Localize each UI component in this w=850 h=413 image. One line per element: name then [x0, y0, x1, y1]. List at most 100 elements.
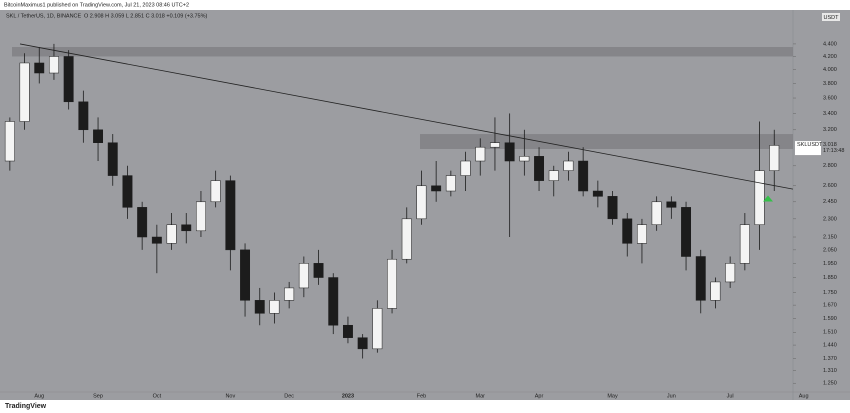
candle-body [137, 207, 148, 238]
y-tick-label: 2.050 [823, 247, 837, 253]
x-tick-label: Jun [667, 393, 676, 399]
candle-body [328, 277, 339, 326]
candle-body [195, 201, 206, 232]
y-tick-label: 1.950 [823, 261, 837, 267]
candle-body [34, 62, 45, 74]
candle-body [607, 196, 618, 220]
candle-body [739, 224, 750, 264]
x-tick-label: Nov [225, 393, 235, 399]
y-tick-label: 1.510 [823, 330, 837, 336]
plot [4, 43, 793, 359]
candle-body [210, 180, 221, 203]
symbol-label: SKLUSDT [797, 142, 823, 148]
x-tick-label: Sep [93, 393, 103, 399]
candle-body [489, 142, 500, 148]
candle-body [78, 101, 89, 131]
candle-body [475, 146, 486, 162]
candle-body [695, 256, 706, 301]
candle-body [122, 175, 133, 208]
trendline [19, 43, 793, 190]
candle-body [754, 170, 765, 226]
candle-body [769, 145, 780, 171]
chart-subtitle: SKL / TetherUS, 1D, BINANCE [6, 13, 82, 19]
candle-body [181, 224, 192, 232]
candle-body [666, 201, 677, 208]
y-tick-label: 4.000 [823, 67, 837, 73]
candle-body [725, 263, 736, 283]
candle-body [416, 185, 427, 220]
candle-body [445, 175, 456, 192]
y-tick-label: 2.150 [823, 234, 837, 240]
chart-title: BitcoinMaximus1 published on TradingView… [4, 2, 189, 8]
resistance-zone [12, 47, 793, 57]
candle-body [298, 263, 309, 289]
y-tick-label: 1.250 [823, 381, 837, 387]
candle-body [254, 300, 265, 314]
y-tick-label: 1.310 [823, 368, 837, 374]
candle-body [534, 156, 545, 181]
y-tick-label: 1.670 [823, 303, 837, 309]
candle-body [504, 142, 515, 162]
candle-body [19, 62, 30, 122]
candle-body [284, 287, 295, 301]
candle-body [460, 160, 471, 176]
candle-body [151, 236, 162, 244]
x-tick-label: 2023 [342, 393, 354, 399]
x-tick-label: Apr [535, 393, 544, 399]
candle-body [622, 218, 633, 244]
countdown-label: 17:13:48 [823, 148, 844, 154]
candle-body [240, 249, 251, 301]
candle-body [563, 160, 574, 171]
y-tick-label: 1.850 [823, 275, 837, 281]
y-tick-label: 3.600 [823, 95, 837, 101]
candle-body [313, 263, 324, 278]
signal-arrow [763, 195, 773, 202]
candle-body [431, 185, 442, 192]
candle-body [519, 156, 530, 162]
y-tick-label: 3.800 [823, 81, 837, 87]
x-tick-label: May [607, 393, 618, 399]
x-tick-label: Oct [153, 393, 162, 399]
candle-body [4, 121, 15, 162]
x-tick-label: Feb [417, 393, 426, 399]
candle-body [387, 258, 398, 309]
candle-body [548, 170, 559, 181]
y-tick-label: 1.440 [823, 343, 837, 349]
currency-label: USDT [824, 15, 840, 21]
candle-body [63, 56, 74, 103]
resistance-zone [420, 134, 793, 149]
y-tick-label: 1.370 [823, 356, 837, 362]
x-tick-label: Mar [476, 393, 486, 399]
y-tick-label: 2.450 [823, 199, 837, 205]
candle-body [636, 224, 647, 244]
candle-body [93, 129, 104, 143]
last-price-label: 3.018 [823, 142, 837, 148]
candle-body [225, 180, 236, 251]
candle-body [651, 201, 662, 226]
footer-logo: TradingView [5, 403, 47, 410]
candle-body [372, 308, 383, 350]
candle-body [357, 337, 368, 350]
x-tick-label: Jul [727, 393, 734, 399]
y-tick-label: 2.300 [823, 216, 837, 222]
candle-body [107, 142, 118, 176]
x-tick-label: Aug [34, 393, 44, 399]
candle-body [681, 207, 692, 257]
price-label-box [795, 141, 821, 156]
y-tick-label: 2.600 [823, 183, 837, 189]
candle-body [401, 218, 412, 260]
y-tick-label: 2.800 [823, 163, 837, 169]
candle-body [48, 56, 59, 74]
candle-body [578, 160, 589, 192]
y-tick-label: 4.400 [823, 41, 837, 47]
x-tick-label: Aug [799, 393, 809, 399]
y-tick-label: 1.590 [823, 316, 837, 322]
ohlc-legend: O 2.908 H 3.059 L 2.851 C 3.018 +0.109 (… [84, 13, 207, 19]
candle-body [592, 190, 603, 197]
candle-body [342, 324, 353, 338]
y-tick-label: 1.750 [823, 290, 837, 296]
candle-body [166, 224, 177, 244]
y-tick-label: 3.400 [823, 111, 837, 117]
y-tick-label: 4.200 [823, 54, 837, 60]
